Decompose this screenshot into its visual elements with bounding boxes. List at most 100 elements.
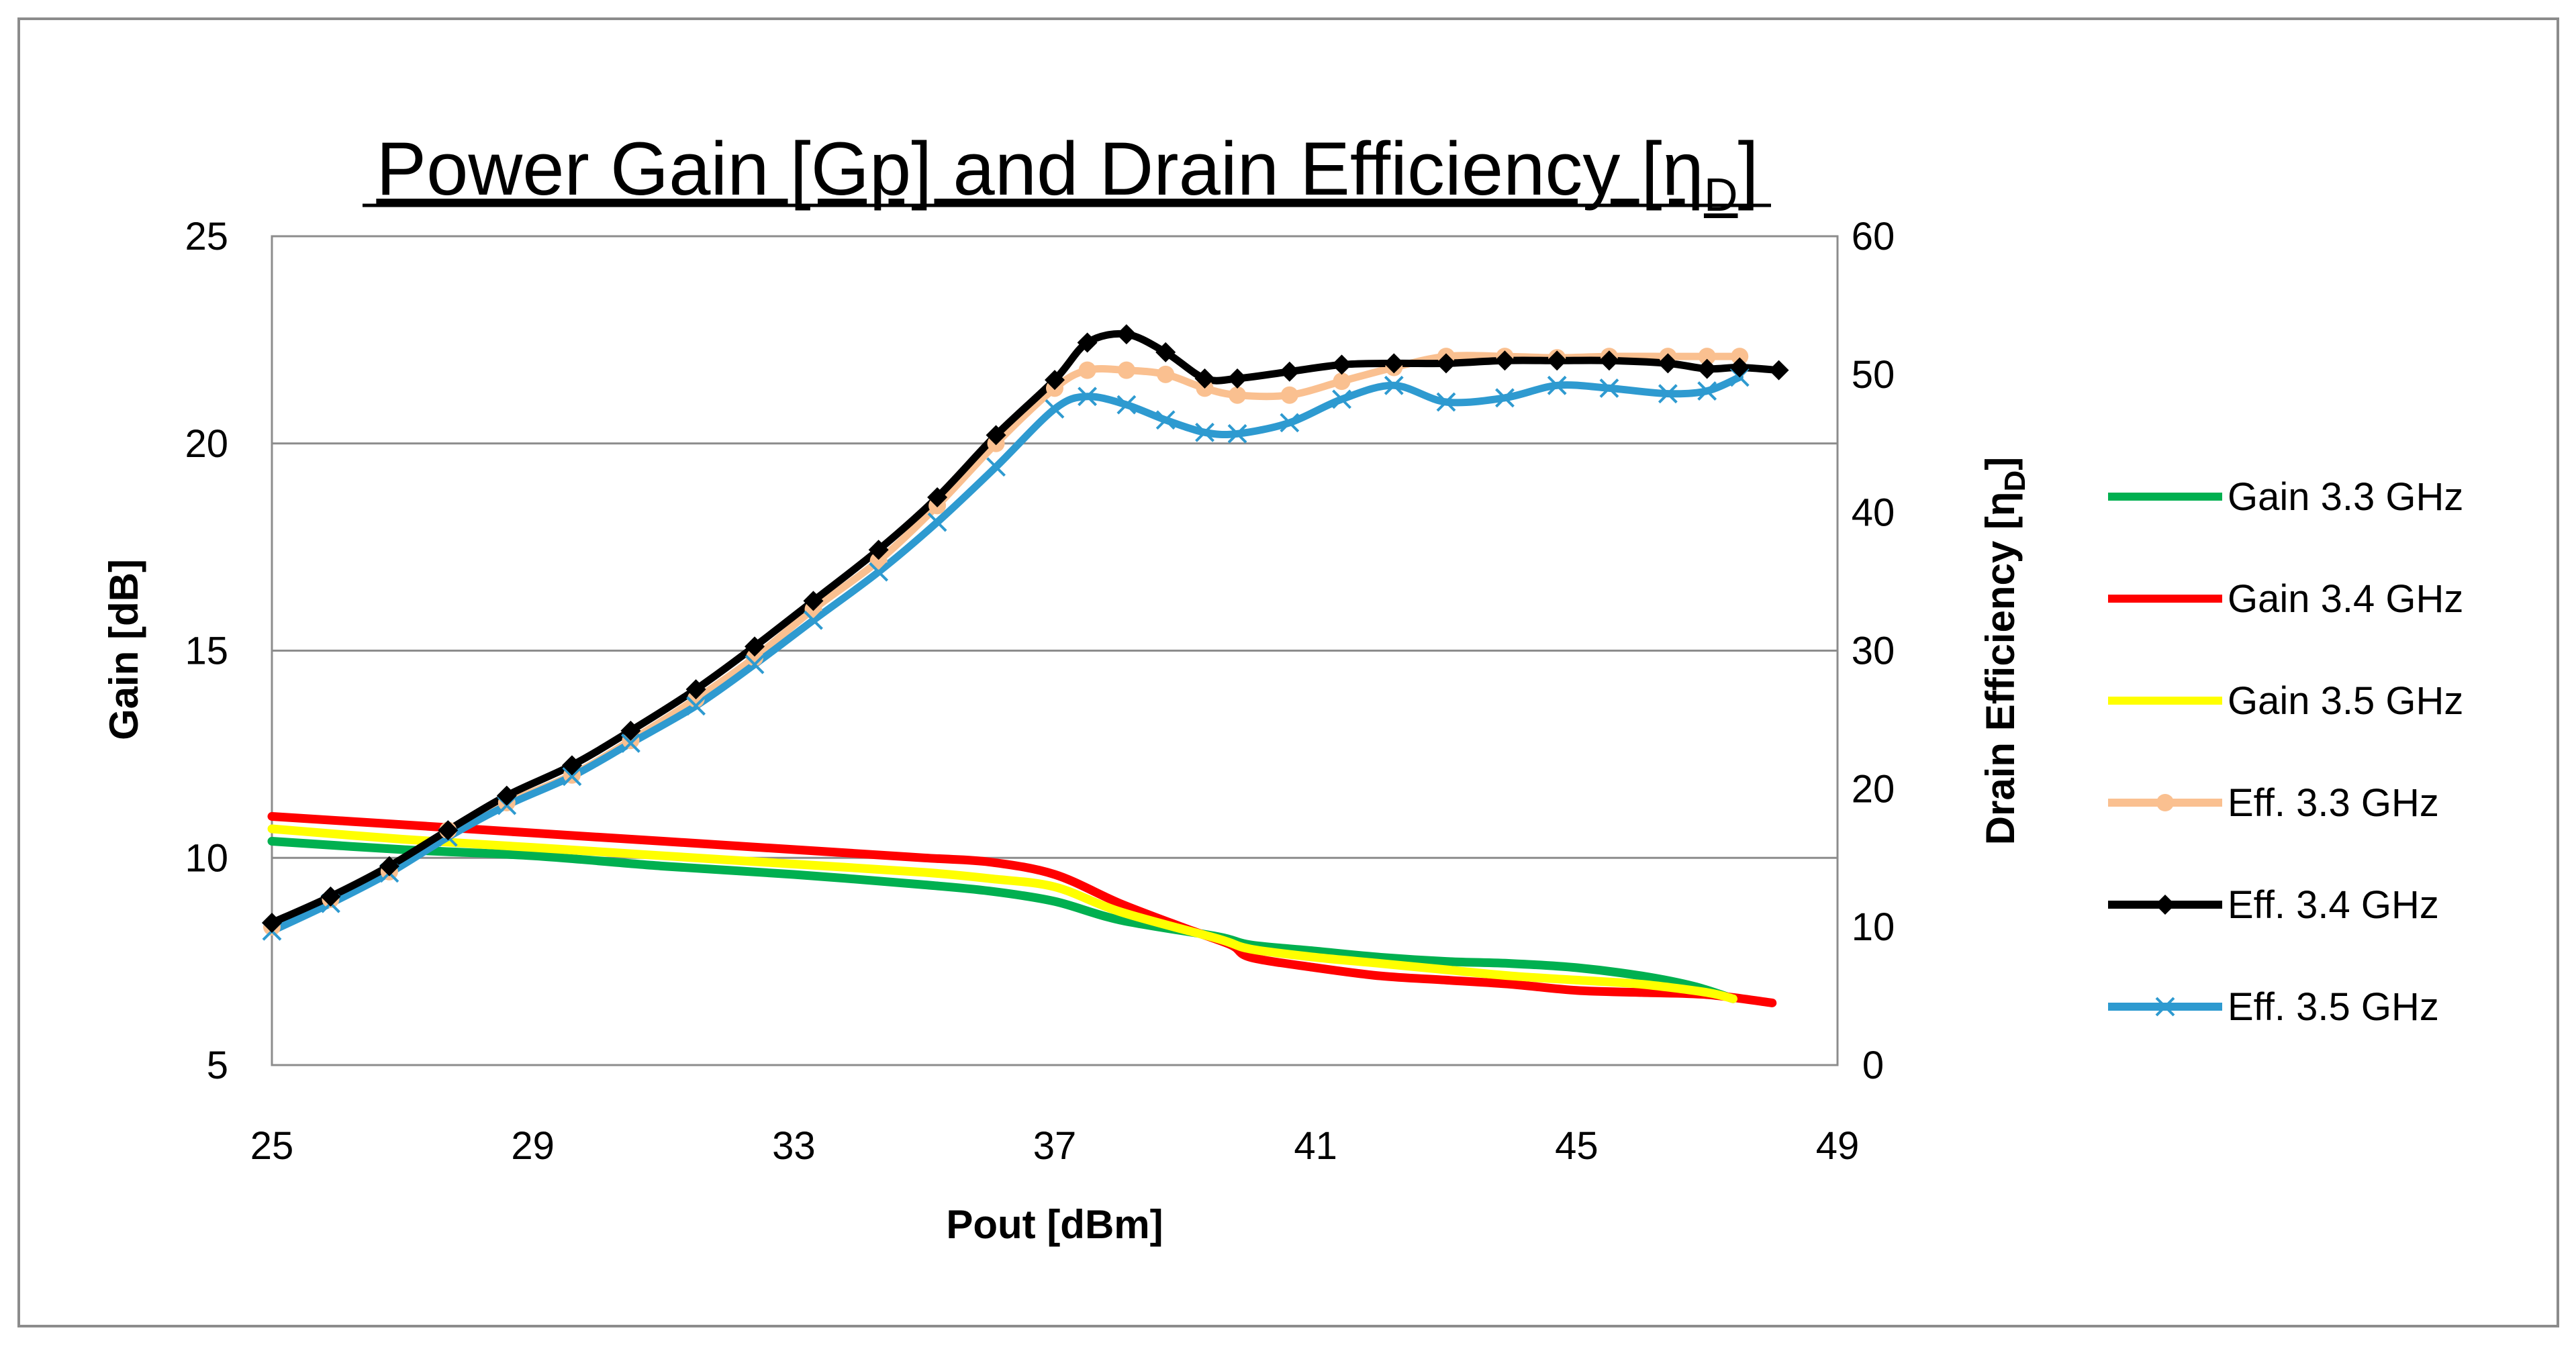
x-tick-label: 37 <box>1033 1124 1077 1168</box>
legend-item-eff-3-3-ghz: Eff. 3.3 GHz <box>2108 781 2439 825</box>
data-point-eff-3-4-ghz <box>1729 357 1750 378</box>
data-point-eff-3-4-ghz <box>745 636 765 657</box>
y2-tick-label: 40 <box>1852 491 1895 535</box>
legend-item-gain-3-5-ghz: Gain 3.5 GHz <box>2108 679 2463 723</box>
data-point-eff-3-4-ghz <box>1547 350 1568 371</box>
y2-tick-label: 10 <box>1852 905 1895 949</box>
data-point-eff-3-4-ghz <box>379 856 399 876</box>
y-tick-label: 20 <box>185 422 228 466</box>
data-point-eff-3-4-ghz <box>1279 361 1300 382</box>
x-tick-label: 41 <box>1294 1124 1337 1168</box>
data-point-eff-3-5-ghz <box>1384 375 1404 395</box>
legend-marker <box>2155 895 2175 915</box>
data-point-eff-3-5-ghz <box>1658 384 1678 404</box>
x-tick-label: 45 <box>1555 1124 1599 1168</box>
data-point-eff-3-5-ghz <box>1599 379 1619 398</box>
legend-item-eff-3-4-ghz: Eff. 3.4 GHz <box>2108 883 2439 927</box>
data-point-eff-3-4-ghz <box>438 820 459 841</box>
data-point-eff-3-4-ghz <box>262 912 282 933</box>
legend-label: Eff. 3.4 GHz <box>2228 883 2439 927</box>
x-tick-label: 49 <box>1816 1124 1860 1168</box>
x-tick-label: 29 <box>511 1124 555 1168</box>
legend-label: Gain 3.3 GHz <box>2228 475 2463 519</box>
series-markers <box>262 324 1789 941</box>
data-point-eff-3-5-ghz <box>869 562 889 582</box>
data-point-eff-3-4-ghz <box>1331 354 1352 375</box>
x-axis-ticks: 25 29 33 37 41 45 49 <box>250 1124 1860 1168</box>
data-point-eff-3-4-ghz <box>1768 360 1789 381</box>
legend-label: Gain 3.5 GHz <box>2228 679 2463 723</box>
series-line-gain-3-3-ghz <box>267 837 1737 1003</box>
legend: Gain 3.3 GHz Gain 3.4 GHz Gain 3.5 GHz Eff.… <box>2108 475 2463 1029</box>
y2-tick-label: 50 <box>1852 353 1895 397</box>
series-line-gain-3-5-ghz <box>267 824 1737 1003</box>
data-point-eff-3-3-ghz <box>869 552 888 570</box>
data-point-eff-3-3-ghz <box>1157 365 1175 383</box>
data-point-eff-3-3-ghz <box>1698 348 1716 366</box>
data-point-eff-3-5-ghz <box>1697 381 1717 401</box>
data-point-eff-3-4-ghz <box>561 755 582 776</box>
data-point-eff-3-4-ghz <box>1194 368 1215 389</box>
data-point-eff-3-5-ghz <box>1227 423 1247 444</box>
legend-marker <box>2156 794 2174 811</box>
data-point-eff-3-4-ghz <box>1697 358 1717 379</box>
data-point-eff-3-5-ghz <box>1280 413 1300 433</box>
y-tick-label: 10 <box>185 836 228 880</box>
legend-label: Eff. 3.3 GHz <box>2228 781 2439 825</box>
x-tick-label: 33 <box>772 1124 816 1168</box>
data-point-eff-3-5-ghz <box>1045 399 1065 419</box>
data-point-eff-3-3-ghz <box>1078 361 1096 379</box>
data-point-eff-3-5-ghz <box>1155 410 1176 430</box>
data-point-eff-3-4-ghz <box>1116 324 1137 345</box>
data-point-eff-3-4-ghz <box>320 886 341 907</box>
data-point-eff-3-4-ghz <box>1436 353 1456 374</box>
data-point-eff-3-5-ghz <box>1436 392 1456 412</box>
y-axis-title: Gain [dB] <box>101 559 146 740</box>
data-point-eff-3-4-ghz <box>1077 332 1098 353</box>
data-point-eff-3-5-ghz <box>1078 387 1097 407</box>
data-point-eff-3-4-ghz <box>1494 350 1515 371</box>
chart-frame <box>17 17 2559 1327</box>
data-point-eff-3-5-ghz <box>621 733 640 753</box>
data-point-eff-3-4-ghz <box>868 540 889 560</box>
chart-title: Power Gain [Gp] and Drain Efficiency [ηD… <box>376 127 1758 221</box>
data-point-eff-3-3-ghz <box>1731 348 1749 366</box>
data-point-eff-3-5-ghz <box>1547 375 1567 395</box>
y-tick-label: 5 <box>207 1044 228 1087</box>
data-point-eff-3-3-ghz <box>1117 361 1135 379</box>
y-tick-label: 15 <box>185 630 228 673</box>
data-point-eff-3-5-ghz <box>986 457 1006 477</box>
data-point-eff-3-4-ghz <box>986 425 1006 446</box>
data-point-eff-3-3-ghz <box>1280 386 1298 404</box>
legend-marker <box>2155 997 2175 1017</box>
y2-axis-title: Drain Efficiency [ηD] <box>1978 457 2032 846</box>
data-point-eff-3-5-ghz <box>804 610 823 630</box>
data-point-eff-3-4-ghz <box>496 785 517 806</box>
x-tick-label: 25 <box>250 1124 294 1168</box>
y2-tick-label: 20 <box>1852 767 1895 811</box>
y2-tick-label: 30 <box>1852 630 1895 673</box>
y-axis-ticks: 25 20 15 10 5 <box>185 215 228 1087</box>
legend-item-gain-3-3-ghz: Gain 3.3 GHz <box>2108 475 2463 519</box>
data-point-eff-3-3-ghz <box>1229 386 1247 404</box>
y2-tick-label: 60 <box>1852 215 1895 258</box>
data-point-eff-3-4-ghz <box>1045 370 1065 391</box>
data-point-eff-3-4-ghz <box>1227 368 1248 389</box>
y-tick-label: 25 <box>185 215 228 258</box>
legend-item-gain-3-4-ghz: Gain 3.4 GHz <box>2108 577 2463 621</box>
data-point-eff-3-4-ghz <box>620 720 641 741</box>
y2-axis-ticks: 60 50 40 30 20 10 0 <box>1852 215 1895 1087</box>
data-point-eff-3-5-ghz <box>1195 422 1214 442</box>
data-point-eff-3-5-ghz <box>1495 388 1515 408</box>
data-point-eff-3-5-ghz <box>562 766 582 787</box>
legend-item-eff-3-5-ghz: Eff. 3.5 GHz <box>2108 985 2439 1029</box>
x-axis-title: Pout [dBm] <box>946 1202 1163 1247</box>
y2-tick-label: 0 <box>1862 1044 1884 1087</box>
data-point-eff-3-5-ghz <box>1332 389 1351 409</box>
data-point-eff-3-4-ghz <box>803 591 824 611</box>
legend-label: Eff. 3.5 GHz <box>2228 985 2439 1029</box>
data-point-eff-3-4-ghz <box>1658 353 1678 374</box>
data-point-eff-3-5-ghz <box>927 512 947 532</box>
